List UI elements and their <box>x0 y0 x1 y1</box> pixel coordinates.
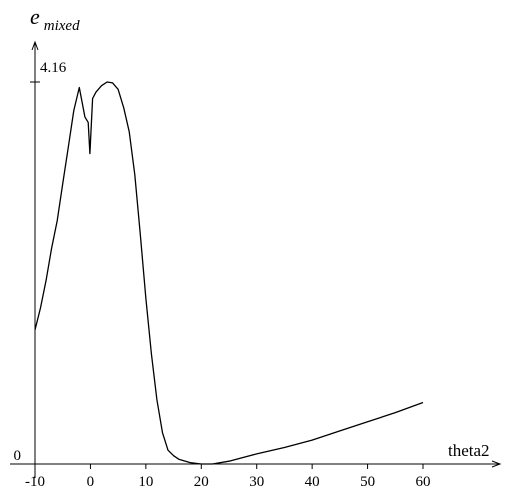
x-tick-label: -10 <box>25 474 45 490</box>
x-tick-label: 50 <box>360 474 375 490</box>
x-axis-label: theta2 <box>448 441 490 460</box>
x-tick-label: 40 <box>305 474 320 490</box>
x-tick-label: 20 <box>194 474 209 490</box>
x-tick-label: 10 <box>138 474 153 490</box>
x-tick-label: 60 <box>416 474 431 490</box>
y-axis-label: e mixed <box>30 4 80 34</box>
x-tick-label: 30 <box>249 474 264 490</box>
axes <box>10 40 502 478</box>
plot-area <box>34 81 424 465</box>
y-axis-label-main: e <box>30 4 40 29</box>
x-axis-arrow <box>491 460 502 468</box>
y-tick-label: 4.16 <box>40 60 67 76</box>
y-tick-label: 0 <box>14 448 22 464</box>
x-tick-label: 0 <box>87 474 95 490</box>
y-axis-arrow <box>31 40 39 51</box>
y-axis-label-sub: mixed <box>44 18 80 34</box>
series-line <box>34 81 424 465</box>
